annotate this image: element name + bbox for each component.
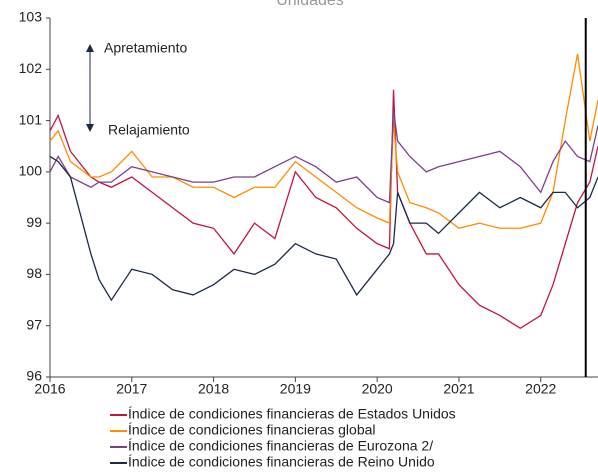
- series-line: [49, 110, 598, 204]
- legend-label: Índice de condiciones financieras global: [128, 422, 376, 438]
- x-tick-label: 2018: [198, 381, 229, 397]
- legend-label: Índice de condiciones financieras de Rei…: [128, 454, 435, 470]
- y-tick-label: 99: [26, 214, 42, 230]
- y-tick-label: 102: [19, 60, 43, 76]
- y-tick-label: 103: [19, 9, 43, 25]
- series-line: [49, 155, 598, 302]
- y-tick-label: 101: [19, 111, 43, 127]
- annotation: Apretamiento: [104, 40, 187, 56]
- x-tick-label: 2022: [525, 381, 556, 397]
- x-tick-label: 2020: [362, 381, 393, 397]
- arrow-up: [86, 44, 94, 52]
- x-tick-label: 2019: [280, 381, 311, 397]
- x-tick-label: 2021: [443, 381, 474, 397]
- series-line: [49, 53, 598, 229]
- x-tick-label: 2016: [34, 381, 65, 397]
- y-tick-label: 98: [26, 265, 42, 281]
- arrow-down: [86, 124, 94, 132]
- series-line: [49, 89, 598, 330]
- annotation: Relajamiento: [108, 122, 190, 138]
- y-tick-label: 96: [26, 368, 42, 384]
- y-tick-label: 100: [19, 163, 43, 179]
- y-tick-label: 97: [26, 316, 42, 332]
- chart-title: Unidades: [276, 0, 344, 9]
- legend-label: Índice de condiciones financieras de Eur…: [128, 438, 433, 454]
- x-tick-label: 2017: [116, 381, 147, 397]
- legend-label: Índice de condiciones financieras de Est…: [128, 406, 456, 422]
